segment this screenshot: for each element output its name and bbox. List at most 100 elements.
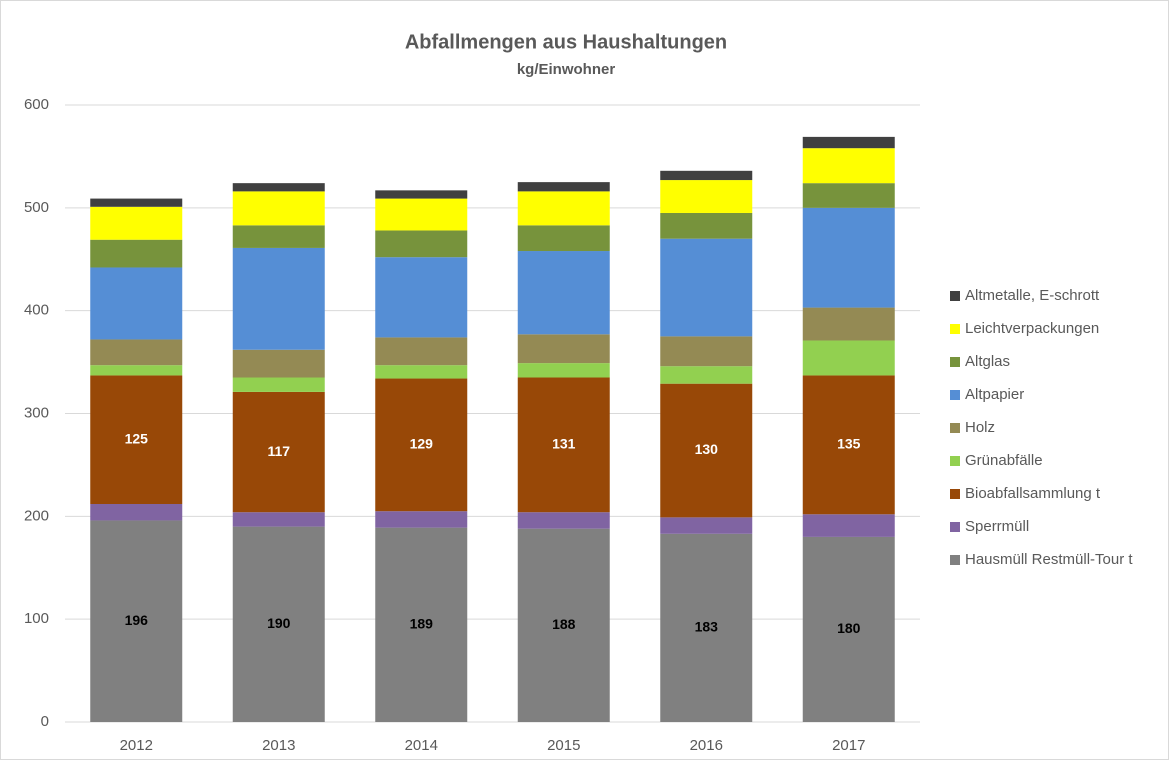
bar-segment [232, 377, 325, 392]
y-tick-label: 500 [24, 199, 49, 216]
x-tick-label: 2014 [405, 737, 438, 754]
y-tick-label: 400 [24, 302, 49, 319]
legend-swatch [950, 390, 960, 400]
chart-subtitle: kg/Einwohner [517, 61, 616, 78]
bar-segment [660, 517, 753, 534]
bar-segment [232, 191, 325, 226]
bar-segment [90, 267, 183, 340]
bar-segment [660, 238, 753, 337]
bar-segment [232, 247, 325, 350]
bar-segment [90, 365, 183, 376]
bar-segment [517, 512, 610, 529]
bar-segment [375, 337, 468, 366]
data-label: 188 [552, 616, 576, 632]
y-tick-label: 0 [41, 713, 49, 730]
bar-segment [375, 527, 468, 722]
legend-label: Leichtverpackungen [965, 320, 1099, 337]
bar-segment [517, 191, 610, 226]
bar-segment [517, 377, 610, 513]
legend-label: Altpapier [965, 386, 1024, 403]
bar-segment [802, 514, 895, 537]
legend-swatch [950, 423, 960, 433]
bar-segment [517, 225, 610, 252]
bar-segment [517, 528, 610, 722]
x-tick-label: 2016 [690, 737, 723, 754]
bar-segment [802, 183, 895, 208]
legend-swatch [950, 489, 960, 499]
bar-segment [232, 512, 325, 527]
y-tick-label: 200 [24, 507, 49, 524]
x-tick-label: 2015 [547, 737, 580, 754]
bar-segment [660, 170, 753, 181]
legend-label: Grünabfälle [965, 452, 1043, 469]
data-label: 125 [125, 430, 149, 446]
bar-segment [802, 375, 895, 515]
legend-label: Altglas [965, 353, 1010, 370]
bar-segment [802, 307, 895, 341]
bar-segment [660, 366, 753, 384]
data-label: 130 [695, 441, 719, 457]
bar-segment [90, 375, 183, 504]
data-label: 180 [837, 620, 861, 636]
legend-swatch [950, 555, 960, 565]
legend-swatch [950, 291, 960, 301]
legend-swatch [950, 456, 960, 466]
legend-swatch [950, 324, 960, 334]
bar-segment [90, 239, 183, 268]
legend-label: Bioabfallsammlung t [965, 485, 1101, 502]
data-label: 117 [267, 443, 290, 459]
legend-label: Holz [965, 419, 995, 436]
bar-segment [90, 206, 183, 240]
bar-segment [802, 536, 895, 722]
data-label: 190 [267, 615, 291, 631]
bar-segment [375, 198, 468, 231]
bar-segment [802, 207, 895, 308]
y-tick-label: 600 [24, 96, 49, 113]
legend-swatch [950, 357, 960, 367]
bar-segment [517, 251, 610, 335]
bar-segment [375, 190, 468, 199]
bar-segment [375, 365, 468, 379]
legend-label: Hausmüll Restmüll-Tour t [965, 551, 1133, 568]
data-label: 196 [125, 612, 149, 628]
legend-label: Altmetalle, E-schrott [965, 287, 1100, 304]
bar-segment [90, 503, 183, 521]
bar-segment [232, 391, 325, 513]
bar-segment [802, 148, 895, 184]
bar-segment [232, 526, 325, 722]
legend-swatch [950, 522, 960, 532]
bar-segment [660, 383, 753, 518]
data-label: 135 [837, 436, 861, 452]
bar-segment [660, 336, 753, 367]
bar-segment [375, 511, 468, 528]
bar-segment [232, 225, 325, 248]
bar-segment [660, 180, 753, 213]
data-label: 131 [552, 436, 576, 452]
bar-segment [90, 198, 183, 207]
legend-label: Sperrmüll [965, 518, 1029, 535]
y-tick-label: 300 [24, 404, 49, 421]
bar-segment [802, 136, 895, 149]
x-tick-label: 2017 [832, 737, 865, 754]
y-tick-label: 100 [24, 610, 49, 627]
bar-segment [375, 230, 468, 258]
bar-segment [517, 182, 610, 192]
bar-segment [660, 533, 753, 722]
bar-segment [375, 257, 468, 338]
data-label: 129 [410, 436, 434, 452]
x-tick-label: 2012 [120, 737, 153, 754]
bar-segment [802, 340, 895, 376]
bar-segment [517, 334, 610, 364]
bar-segment [375, 378, 468, 512]
bar-segment [232, 349, 325, 378]
bar-segment [517, 363, 610, 378]
x-tick-label: 2013 [262, 737, 295, 754]
bar-segment [660, 212, 753, 239]
bar-segment [90, 520, 183, 722]
chart-title: Abfallmengen aus Haushaltungen [405, 31, 727, 53]
bar-segment [90, 339, 183, 366]
data-label: 183 [695, 619, 719, 635]
bar-segment [232, 183, 325, 192]
